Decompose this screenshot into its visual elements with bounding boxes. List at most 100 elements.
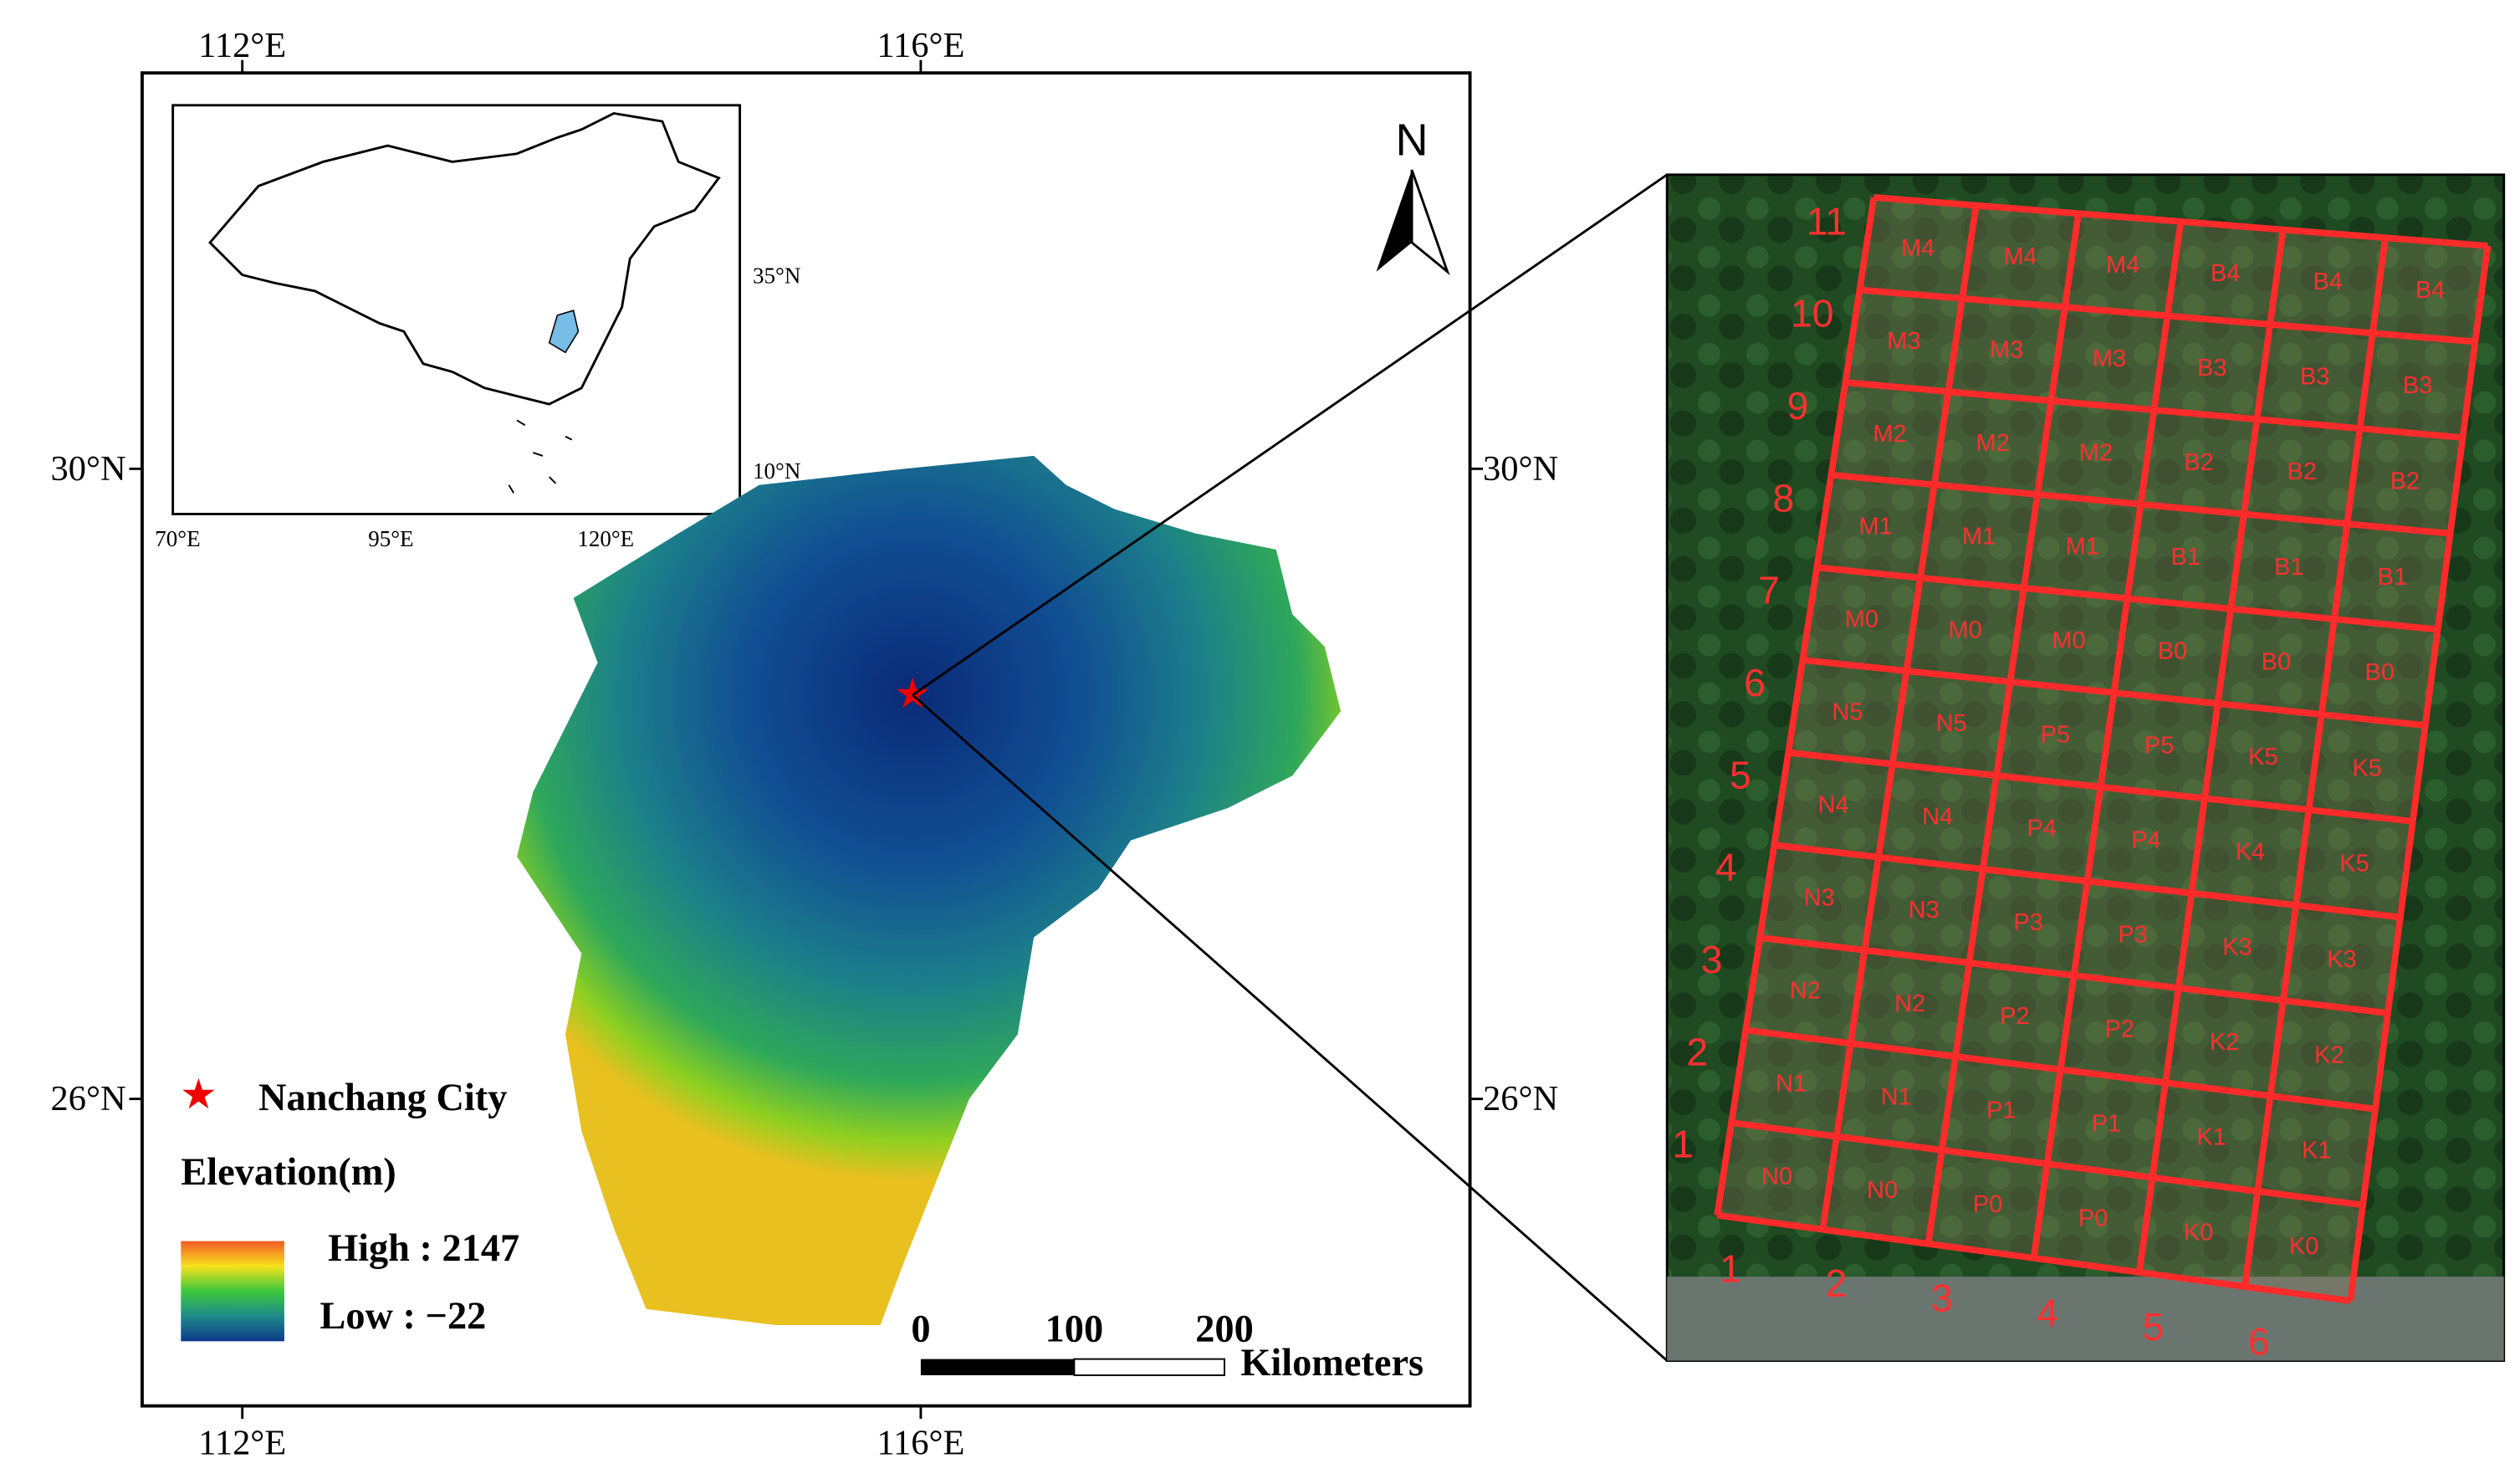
lat-label: 30°N [50, 449, 125, 489]
cell-label: K0 [2289, 1233, 2318, 1260]
cell-label: B0 [2158, 638, 2187, 665]
cell-label: B4 [2415, 277, 2445, 304]
row-label: 10 [1791, 292, 1834, 335]
cell-label: N5 [1832, 699, 1863, 726]
grid-line [2347, 245, 2492, 1302]
legend-city: Nanchang City [258, 1077, 507, 1119]
cell-label: K3 [2222, 934, 2252, 960]
cell-label: K5 [2248, 744, 2277, 770]
cell-label: K4 [2236, 839, 2265, 866]
grid-line [1819, 204, 1980, 1231]
column-label: 4 [2037, 1291, 2058, 1334]
plot-grid: M4 M4 M4 B4 B4 B4 M3 M3 M3 B3 B3 B3 M2 M2 M2 B2 B2 B2 M1 M1… [1672, 194, 2492, 1364]
cell-label: B4 [2313, 269, 2342, 295]
plot-soil [1717, 197, 2488, 1302]
grid-line [1730, 1119, 2364, 1209]
cell-label: M0 [2052, 627, 2085, 654]
grid-line [2241, 237, 2389, 1287]
cell-label: P1 [2092, 1111, 2121, 1138]
cell-label: P5 [2041, 721, 2070, 748]
cell-label: P0 [2078, 1205, 2108, 1232]
row-label: 2 [1686, 1030, 1708, 1073]
cell-label: P4 [2131, 827, 2160, 854]
cell-label: M2 [2079, 439, 2113, 466]
cell-label: B2 [2184, 449, 2213, 476]
cell-label: M3 [2093, 345, 2126, 372]
cell-label: P3 [2013, 909, 2042, 936]
grid-line [1773, 842, 2401, 921]
cell-label: K1 [2196, 1124, 2226, 1151]
legend-ramp [181, 1241, 284, 1342]
scale-label: 100 [1045, 1308, 1104, 1350]
lon-label: 112°E [198, 26, 286, 65]
cell-label: N3 [1909, 897, 1940, 924]
cell-label: M1 [1858, 514, 1892, 540]
plot-road [1667, 1277, 2504, 1361]
cell-label: N0 [1867, 1177, 1898, 1204]
scale-bar [1073, 1358, 1225, 1376]
cell-label: M3 [1990, 336, 2023, 363]
inset-lon-label: 95°E [368, 526, 413, 551]
grid-line [1759, 934, 2389, 1016]
cell-label: B1 [2171, 544, 2201, 571]
row-label: 4 [1715, 846, 1737, 889]
grid-line [1745, 1026, 2376, 1113]
row-label: 6 [1744, 661, 1766, 704]
grid-line [1873, 194, 2488, 249]
cell-label: K0 [2184, 1219, 2213, 1246]
cell-label: M4 [2106, 252, 2139, 279]
inset-lat-label: 10°N [753, 458, 800, 484]
cell-label: M2 [1873, 421, 1906, 448]
inset-lon-label: 70°E [155, 526, 200, 551]
cell-label: K3 [2327, 946, 2356, 973]
cell-label: B3 [2197, 355, 2226, 381]
cell-label: P2 [2105, 1016, 2134, 1043]
cell-label: B3 [2300, 363, 2329, 390]
cell-label: N0 [1761, 1163, 1792, 1190]
lon-label: 116°E [877, 1424, 964, 1463]
column-label: 3 [1931, 1276, 1953, 1319]
grid-line [1816, 564, 2439, 633]
cell-label: K1 [2302, 1138, 2331, 1164]
scale-unit: Kilometers [1240, 1342, 1424, 1384]
lat-label: 30°N [1483, 449, 1558, 489]
frame-ticks [129, 59, 1484, 1420]
cell-label: N2 [1894, 990, 1925, 1017]
lat-label: 26°N [1483, 1079, 1558, 1118]
cell-label: P4 [2027, 816, 2057, 842]
legend-high: High : 2147 [328, 1227, 519, 1270]
cell-label: M4 [2004, 243, 2037, 270]
north-arrow [1410, 169, 1450, 276]
cell-label: M0 [1949, 617, 1982, 643]
grid-line [2030, 221, 2185, 1259]
zoom-lines [912, 173, 1669, 1362]
lon-label: 112°E [198, 1424, 286, 1463]
cell-label: B1 [2378, 564, 2407, 591]
cell-label: P3 [2118, 922, 2147, 949]
china-outline [208, 111, 721, 406]
cell-label: N2 [1790, 978, 1821, 1005]
legend-star: ★ [180, 1071, 217, 1118]
row-label: 3 [1701, 938, 1723, 981]
cell-label: K2 [2314, 1042, 2344, 1068]
jiangxi-elevation [517, 455, 1342, 1326]
column-label: 1 [1720, 1246, 1741, 1290]
cell-label: N1 [1776, 1070, 1807, 1097]
cell-label: K5 [2339, 851, 2369, 878]
jiangxi-inset [548, 310, 580, 354]
legend-low: Low : −22 [319, 1295, 486, 1338]
grid-line [2136, 229, 2287, 1273]
cell-label: B0 [2262, 648, 2291, 675]
cell-label: K5 [2352, 755, 2381, 781]
cell-label: M4 [1901, 235, 1935, 262]
row-label: 9 [1787, 384, 1809, 427]
cell-label: P0 [1973, 1191, 2002, 1218]
cell-label: P5 [2144, 733, 2174, 760]
row-label: 1 [1672, 1123, 1694, 1166]
cell-label: P1 [1986, 1098, 2016, 1124]
column-label: 5 [2143, 1305, 2165, 1349]
cell-label: B2 [2390, 468, 2420, 494]
cell-label: M1 [1962, 524, 1996, 550]
scale-label: 200 [1195, 1308, 1254, 1350]
